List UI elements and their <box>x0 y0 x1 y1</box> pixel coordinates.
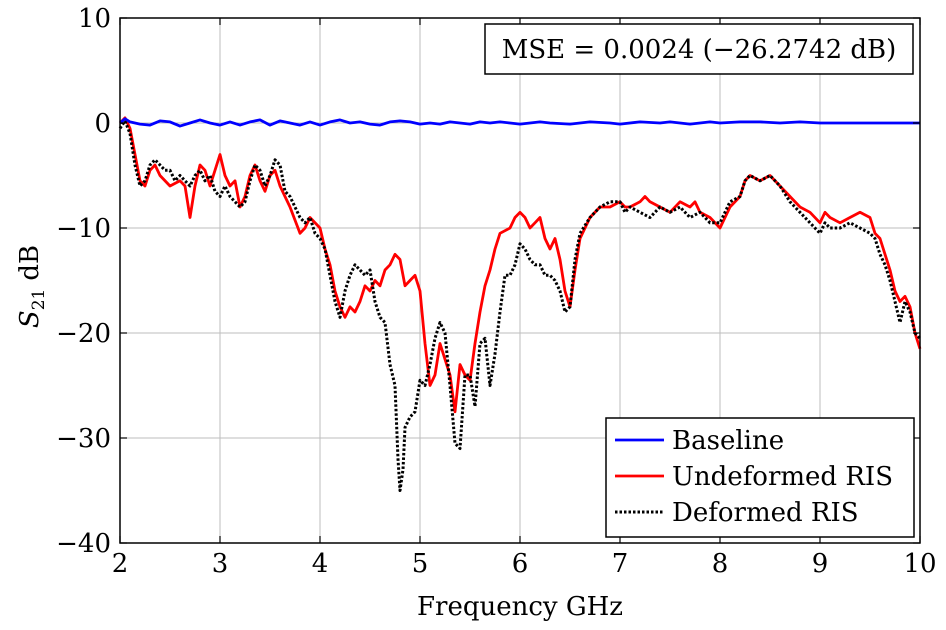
y-axis-label: S21 dB <box>15 245 49 328</box>
series-line-baseline <box>119 117 920 128</box>
x-axis-label: Frequency GHz <box>417 592 623 622</box>
legend-label-baseline: Baseline <box>672 426 784 456</box>
tick-marks <box>119 17 921 544</box>
legend: Baseline Undeformed RIS Deformed RIS <box>605 417 915 538</box>
legend-box <box>605 417 915 538</box>
mse-annotation-text: MSE = 0.0024 (−26.2742 dB) <box>502 35 897 65</box>
y-axis-label-main: S <box>15 310 45 328</box>
x-tick-label: 9 <box>812 549 829 579</box>
y-tick-label: −40 <box>56 529 111 559</box>
x-tick-label: 4 <box>312 549 329 579</box>
tick-labels: 2 3 4 5 6 7 8 9 10 −40 −30 −20 −10 0 10 <box>56 4 936 579</box>
legend-label-undeformed-ris: Undeformed RIS <box>672 462 893 492</box>
mse-annotation-box <box>484 23 914 75</box>
series-layer <box>118 116 922 492</box>
x-tick-label: 2 <box>112 549 129 579</box>
y-tick-label: −30 <box>56 424 111 454</box>
y-tick-label: −20 <box>56 319 111 349</box>
y-tick-label: 10 <box>78 4 111 34</box>
x-tick-label: 6 <box>512 549 529 579</box>
y-tick-label: 0 <box>94 109 111 139</box>
y-axis-label-subscript: 21 <box>29 289 49 311</box>
x-tick-label: 5 <box>412 549 429 579</box>
y-axis-label-unit: dB <box>15 245 45 281</box>
x-tick-label: 10 <box>903 549 936 579</box>
x-tick-label: 8 <box>712 549 729 579</box>
x-tick-label: 7 <box>612 549 629 579</box>
mse-annotation: MSE = 0.0024 (−26.2742 dB) <box>484 23 914 75</box>
x-tick-label: 3 <box>212 549 229 579</box>
legend-label-deformed-ris: Deformed RIS <box>672 498 859 528</box>
y-tick-label: −10 <box>56 214 111 244</box>
series-line-undeformed-ris <box>118 116 922 414</box>
